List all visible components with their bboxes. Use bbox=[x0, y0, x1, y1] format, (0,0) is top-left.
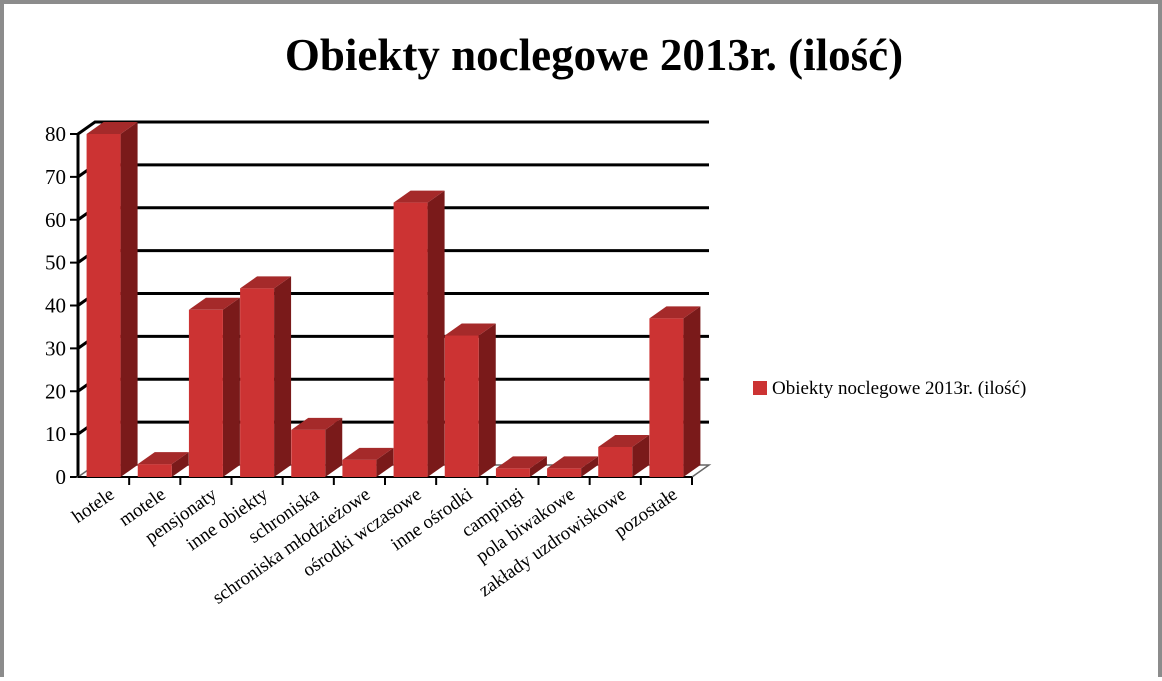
bar-ośrodki-wczasowe bbox=[393, 190, 445, 477]
bar-side bbox=[325, 417, 343, 477]
y-tick-label: 20 bbox=[45, 379, 66, 403]
bar-front bbox=[598, 446, 633, 477]
bar-side bbox=[529, 456, 547, 477]
gridline bbox=[77, 249, 709, 264]
axes bbox=[70, 133, 712, 485]
bar-front bbox=[240, 288, 275, 477]
bar-top bbox=[188, 297, 240, 310]
bar-side bbox=[222, 297, 240, 477]
bar-chart: Obiekty noclegowe 2013r. (ilość) 0 10 20 30… bbox=[45, 30, 1026, 609]
gridline bbox=[77, 120, 709, 136]
bar-front bbox=[547, 468, 582, 477]
y-tick-label: 30 bbox=[45, 336, 66, 360]
bars bbox=[86, 122, 701, 477]
bar-side bbox=[683, 306, 701, 477]
bar-top bbox=[444, 323, 496, 336]
bar-front bbox=[342, 459, 377, 477]
gridline bbox=[77, 163, 709, 179]
gridline bbox=[77, 420, 709, 436]
bar-side bbox=[120, 122, 138, 477]
bar-top bbox=[342, 447, 394, 460]
bar-front bbox=[188, 309, 223, 477]
gridlines bbox=[77, 120, 709, 436]
bar-top bbox=[649, 306, 701, 319]
bar-motele bbox=[137, 452, 189, 477]
bar-front bbox=[444, 335, 479, 477]
x-category-label: hotele bbox=[68, 484, 118, 528]
bar-campingi bbox=[495, 456, 547, 477]
bar-inne-ośrodki bbox=[444, 323, 496, 477]
bar-schroniska-młodzieżowe bbox=[342, 447, 394, 477]
bar-side bbox=[581, 456, 599, 477]
bar-top bbox=[86, 122, 138, 134]
gridline bbox=[77, 377, 709, 393]
bar-top bbox=[291, 417, 343, 430]
legend: Obiekty noclegowe 2013r. (ilość) bbox=[753, 378, 1026, 399]
y-tick-label: 0 bbox=[56, 465, 67, 489]
bar-front bbox=[86, 134, 121, 477]
bar-zakłady-uzdrowiskowe bbox=[598, 434, 650, 477]
bar-side bbox=[632, 434, 650, 477]
y-tick-label: 60 bbox=[45, 208, 66, 232]
bar-side bbox=[478, 323, 496, 477]
bar-schroniska bbox=[291, 417, 343, 477]
bar-pensjonaty bbox=[188, 297, 240, 477]
bar-front bbox=[649, 318, 684, 477]
bar-inne-obiekty bbox=[240, 276, 292, 477]
bar-front bbox=[291, 429, 326, 477]
bar-front bbox=[495, 468, 530, 477]
y-tick-label: 40 bbox=[45, 294, 66, 318]
bar-top bbox=[598, 434, 650, 447]
y-tick-label: 10 bbox=[45, 422, 66, 446]
bar-top bbox=[137, 452, 189, 465]
bar-side bbox=[376, 447, 394, 477]
legend-label: Obiekty noclegowe 2013r. (ilość) bbox=[772, 378, 1026, 399]
bar-side bbox=[427, 190, 445, 477]
bar-side bbox=[274, 276, 292, 477]
y-tick-label: 70 bbox=[45, 165, 66, 189]
y-tick-label: 80 bbox=[45, 122, 66, 146]
bar-front bbox=[137, 464, 172, 477]
chart-title: Obiekty noclegowe 2013r. (ilość) bbox=[285, 30, 903, 80]
bar-hotele bbox=[86, 122, 138, 477]
y-tick-label: 50 bbox=[45, 251, 66, 275]
bar-pola-biwakowe bbox=[547, 456, 599, 477]
bar-top bbox=[393, 190, 445, 203]
bar-top bbox=[547, 456, 599, 469]
bar-pozostałe bbox=[649, 306, 701, 477]
bar-front bbox=[393, 202, 428, 477]
bar-top bbox=[495, 456, 547, 469]
y-tick-labels: 0 10 20 30 40 50 60 70 80 bbox=[45, 122, 66, 489]
gridline bbox=[77, 292, 709, 307]
gridline bbox=[77, 206, 709, 221]
bar-top bbox=[240, 276, 292, 289]
legend-swatch bbox=[753, 381, 767, 395]
gridline bbox=[77, 334, 709, 350]
bar-side bbox=[171, 452, 189, 477]
